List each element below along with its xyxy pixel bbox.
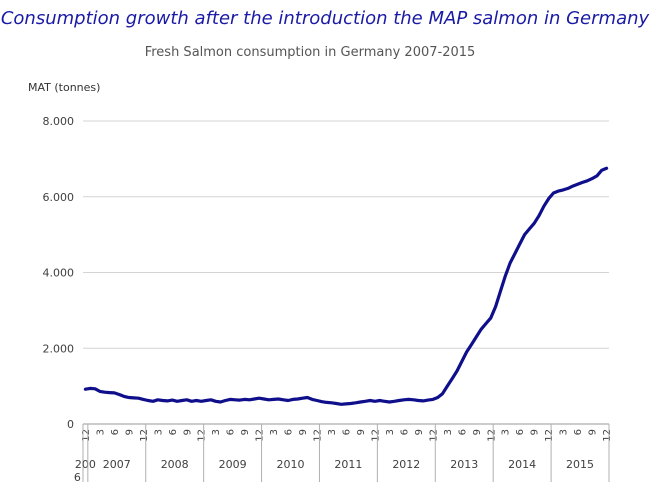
x-year-label: 2013	[450, 458, 478, 471]
x-month-tick-label: 9	[240, 429, 251, 435]
y-tick-label: 4.000	[43, 267, 75, 280]
x-axis: 12 3 6 9 12 3 6 9 12 3 6 9 12 3 6 9 12 3 6 9 12 3 6 9 12 3 6 9 12 3 6 9…	[74, 423, 613, 484]
x-month-tick-label: 3	[211, 429, 222, 435]
y-tick-label: 0	[67, 418, 74, 431]
x-month-tick-label: 12	[602, 429, 613, 442]
x-month-tick-label: 6	[342, 429, 353, 435]
y-axis-ticks: 0 2.000 4.000 6.000 8.000	[43, 115, 75, 431]
x-month-tick-label: 6	[515, 429, 526, 435]
x-month-tick-label: 6	[399, 429, 410, 435]
x-month-tick-label: 9	[124, 429, 135, 435]
x-month-tick-label: 3	[385, 429, 396, 435]
x-month-tick-label: 9	[414, 429, 425, 435]
x-year-label: 200 6	[74, 458, 96, 484]
x-month-tick-label: 12	[255, 429, 266, 442]
x-month-tick-label: 12	[139, 429, 150, 442]
y-tick-label: 6.000	[43, 191, 75, 204]
series-line	[83, 166, 609, 406]
x-month-tick-label: 3	[95, 429, 106, 435]
x-month-tick-label: 12	[197, 429, 208, 442]
x-year-label: 2011	[334, 458, 362, 471]
y-tick-label: 8.000	[43, 115, 75, 128]
x-month-tick-label: 12	[370, 429, 381, 442]
x-year-label: 2008	[161, 458, 189, 471]
x-month-tick-label: 6	[168, 429, 179, 435]
x-month-tick-label: 12	[486, 429, 497, 442]
x-year-label: 2007	[103, 458, 131, 471]
x-year-label: 2012	[392, 458, 420, 471]
chart-title: Fresh Salmon consumption in Germany 2007…	[145, 45, 476, 60]
x-month-tick-label: 12	[428, 429, 439, 442]
x-month-tick-label: 6	[284, 429, 295, 435]
y-axis-label: MAT (tonnes)	[28, 81, 100, 94]
x-month-tick-label: 3	[269, 429, 280, 435]
x-month-tick-label: 3	[327, 429, 338, 435]
y-tick-label: 2.000	[43, 342, 75, 355]
x-year-label: 2009	[219, 458, 247, 471]
grid-lines	[83, 120, 609, 349]
x-month-tick-label: 6	[226, 429, 237, 435]
x-year-label: 2015	[566, 458, 594, 471]
x-month-tick-label: 9	[530, 429, 541, 435]
x-month-tick-label: 9	[298, 429, 309, 435]
x-month-tick-label: 12	[81, 429, 92, 442]
x-month-tick-label: 3	[443, 429, 454, 435]
x-month-tick-label: 12	[544, 429, 555, 442]
x-month-tick-label: 12	[313, 429, 324, 442]
x-month-tick-label: 3	[153, 429, 164, 435]
data-series	[83, 166, 609, 406]
page-headline: Consumption growth after the introductio…	[0, 8, 650, 29]
x-month-tick-label: 9	[472, 429, 483, 435]
x-month-tick-label: 9	[356, 429, 367, 435]
x-month-tick-label: 6	[457, 429, 468, 435]
x-month-tick-label: 6	[110, 429, 121, 435]
x-month-tick-label: 9	[588, 429, 599, 435]
x-month-tick-label: 6	[573, 429, 584, 435]
x-month-tick-label: 3	[501, 429, 512, 435]
x-year-label: 2010	[277, 458, 305, 471]
x-month-tick-label: 3	[559, 429, 570, 435]
x-month-tick-label: 9	[182, 429, 193, 435]
x-year-label: 2014	[508, 458, 536, 471]
